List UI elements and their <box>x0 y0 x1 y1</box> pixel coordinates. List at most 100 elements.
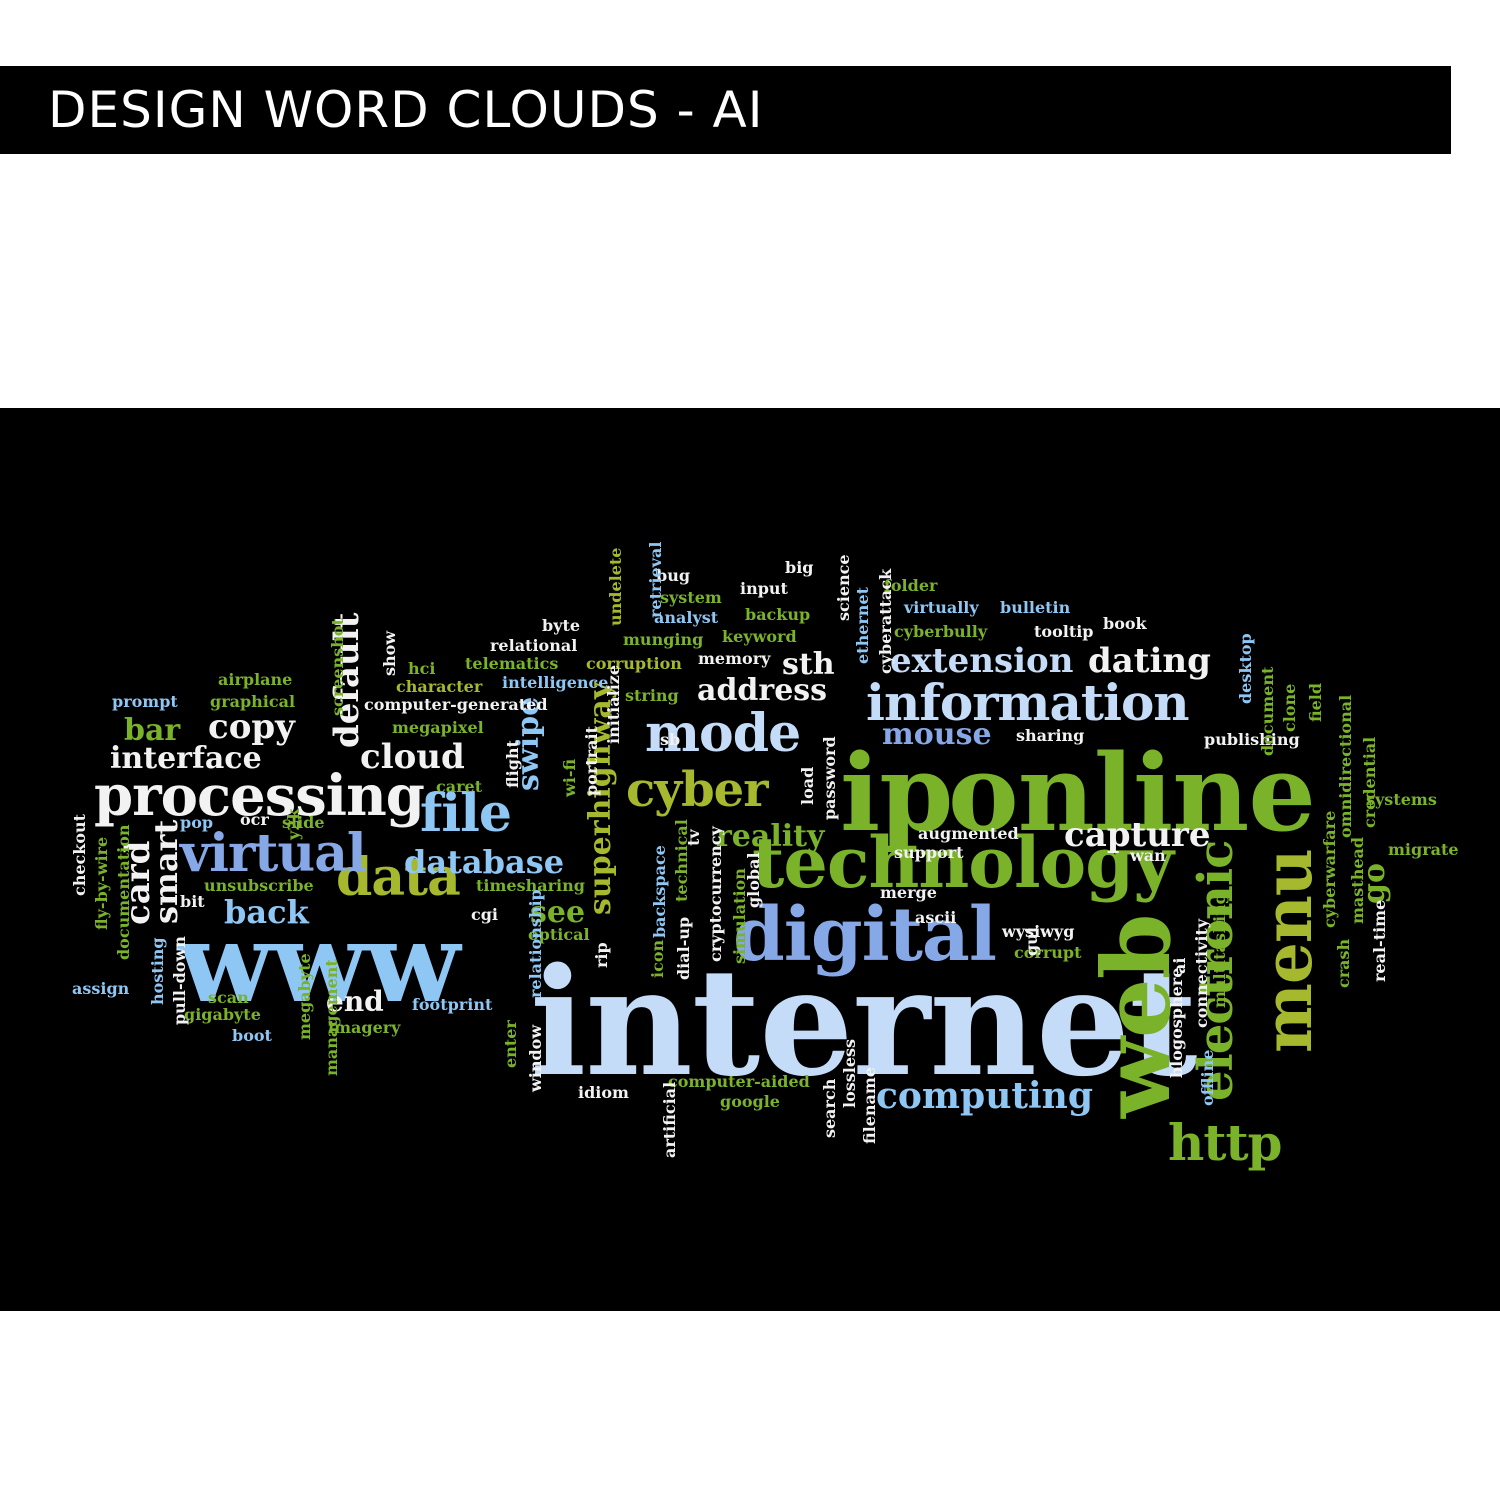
cloud-word-file: file <box>420 783 512 844</box>
cloud-word-lossless: lossless <box>840 1038 859 1108</box>
cloud-word-munging: munging <box>623 630 704 649</box>
cloud-word-corruption: corruption <box>586 654 682 673</box>
cloud-word-computer-generated: computer-generated <box>364 695 548 714</box>
cloud-word-capture: capture <box>1064 815 1211 855</box>
cloud-word-http: http <box>1168 1113 1283 1172</box>
cloud-word-ascii: ascii <box>915 908 957 927</box>
cloud-word-mode: mode <box>645 703 801 764</box>
cloud-word-tooltip: tooltip <box>1034 622 1094 641</box>
cloud-word-copy: copy <box>208 707 295 747</box>
cloud-word-wi-fi: wi-fi <box>560 758 579 797</box>
cloud-word-desktop: desktop <box>1236 633 1255 704</box>
word-cloud-panel: internet online ip technology www digital web i… <box>0 408 1500 1311</box>
cloud-word-crash: crash <box>1334 938 1353 988</box>
cloud-word-cyberwarfare: cyberwarfare <box>1320 810 1339 928</box>
cloud-word-clone: clone <box>1280 683 1299 732</box>
cloud-word-science: science <box>834 554 853 621</box>
cloud-word-masthead: masthead <box>1348 836 1367 924</box>
cloud-word-enter: enter <box>501 1020 520 1068</box>
cloud-word-real-time: real-time <box>1370 899 1389 982</box>
cloud-word-global: global <box>744 852 763 908</box>
cloud-word-cyber: cyber <box>626 762 769 818</box>
cloud-word-system: system <box>660 588 722 607</box>
cloud-word-virtual: virtual <box>180 823 367 884</box>
cloud-word-extension: extension <box>890 641 1074 681</box>
cloud-word-technology: technology <box>752 821 1174 904</box>
cloud-word-footprint: footprint <box>412 995 493 1014</box>
cloud-word-cyberattack: cyberattack <box>876 568 895 674</box>
cloud-word-google: google <box>720 1092 780 1111</box>
cloud-word-blogosphere: blogosphere <box>1167 967 1186 1078</box>
cloud-word-undelete: undelete <box>606 547 625 626</box>
cloud-word-omnidirectional: omnidirectional <box>1336 694 1355 838</box>
cloud-word-timesharing: timesharing <box>476 876 585 895</box>
cloud-word-support: support <box>894 843 964 862</box>
cloud-word-gigabyte: gigabyte <box>184 1005 261 1024</box>
cloud-word-keyword: keyword <box>722 627 797 646</box>
cloud-word-interface: interface <box>110 741 262 776</box>
cloud-word-bit: bit <box>180 892 205 911</box>
cloud-word-relational: relational <box>490 636 578 655</box>
cloud-word-migrate: migrate <box>1388 840 1459 859</box>
cloud-word-string: string <box>625 686 679 705</box>
cloud-word-back: back <box>224 893 309 931</box>
cloud-word-corrupt: corrupt <box>1014 943 1082 962</box>
cloud-word-merge: merge <box>880 883 937 902</box>
cloud-word-bulletin: bulletin <box>1000 598 1071 617</box>
cloud-word-online: online <box>948 730 1316 855</box>
cloud-word-bug: bug <box>656 566 691 585</box>
cloud-word-systems: systems <box>1366 790 1437 809</box>
cloud-word-portrait: portrait <box>582 726 601 796</box>
cloud-word-cgi: cgi <box>471 905 499 924</box>
cloud-word-filename: filename <box>860 1067 879 1144</box>
cloud-word-www: www <box>178 898 460 1027</box>
cloud-word-reality: reality <box>716 819 825 854</box>
cloud-word-optical: optical <box>528 925 590 944</box>
cloud-word-artificial: artificial <box>660 1081 679 1158</box>
cloud-word-mouse: mouse <box>882 717 992 752</box>
cloud-word-rip: rip <box>592 942 611 968</box>
cloud-word-dial-up: dial-up <box>674 916 693 980</box>
cloud-word-ocr: ocr <box>240 810 269 829</box>
cloud-word-graphical: graphical <box>210 692 296 711</box>
cloud-word-prompt: prompt <box>112 692 178 711</box>
cloud-word-caret: caret <box>436 777 483 796</box>
cloud-word-y2k: y2k <box>284 808 303 840</box>
cloud-word-icon: icon <box>648 939 667 978</box>
cloud-word-cloud: cloud <box>360 737 465 777</box>
cloud-word-sb: sb <box>660 730 681 749</box>
cloud-word-end: end <box>326 985 384 1018</box>
cloud-word-folder: folder <box>884 576 938 595</box>
cloud-word-character: character <box>396 677 483 696</box>
cloud-word-telematics: telematics <box>465 654 559 673</box>
cloud-word-search: search <box>820 1078 839 1138</box>
cloud-word-virtually: virtually <box>904 598 979 617</box>
cloud-word-sth: sth <box>782 647 835 682</box>
cloud-word-assign: assign <box>72 979 130 998</box>
cloud-word-gui: gui <box>1022 927 1041 956</box>
cloud-word-ip: ip <box>840 730 953 855</box>
cloud-word-backspace: backspace <box>650 845 669 938</box>
cloud-word-unsubscribe: unsubscribe <box>204 876 314 895</box>
cloud-word-cryptocurrency: cryptocurrency <box>706 826 725 962</box>
cloud-word-document: document <box>1258 666 1277 756</box>
cloud-word-augmented: augmented <box>918 824 1019 843</box>
cloud-word-processing: processing <box>94 763 425 829</box>
cloud-word-big: big <box>785 558 814 577</box>
cloud-word-initialize: initialize <box>604 664 623 744</box>
title-bar: DESIGN WORD CLOUDS - AI <box>0 66 1451 154</box>
cloud-word-password: password <box>820 736 839 820</box>
cloud-word-computing: computing <box>876 1075 1094 1117</box>
cloud-word-load: load <box>798 766 817 805</box>
cloud-word-hci: hci <box>408 659 436 678</box>
cloud-word-input: input <box>740 579 788 598</box>
cloud-word-pull-down: pull-down <box>170 936 189 1025</box>
cloud-word-tv: tv <box>684 829 703 846</box>
cloud-word-fly-by-wire: fly-by-wire <box>92 836 111 930</box>
cloud-word-megapixel: megapixel <box>392 718 484 737</box>
cloud-word-analyst: analyst <box>654 608 719 627</box>
cloud-word-wan: wan <box>1130 846 1166 865</box>
cloud-word-address: address <box>697 673 828 708</box>
cloud-word-relationship: relationship <box>526 889 545 998</box>
cloud-word-intelligence: intelligence <box>502 673 609 692</box>
